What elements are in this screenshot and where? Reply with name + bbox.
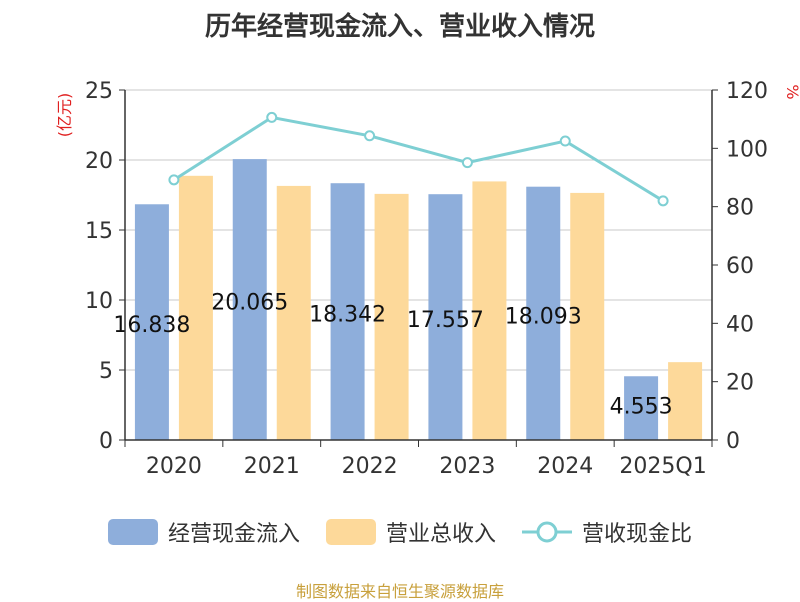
data-label-cash-inflow: 20.065 (211, 291, 288, 316)
y-right-tick-label: 100 (726, 137, 768, 162)
y-right-axis-title: % (783, 84, 800, 99)
legend-swatch-revenue (325, 519, 376, 545)
bar-revenue (472, 181, 507, 441)
chart-title: 历年经营现金流入、营业收入情况 (204, 12, 595, 42)
source-footer: 制图数据来自恒生聚源数据库 (295, 582, 504, 601)
bar-revenue (178, 175, 213, 440)
legend-item-cash-ratio[interactable]: 营收现金比 (522, 516, 692, 548)
y-left-tick-label: 20 (85, 149, 113, 174)
y-left-axis-title: (亿元) (55, 93, 74, 138)
y-left-tick-label: 5 (99, 359, 113, 384)
x-tick-label: 2020 (146, 454, 202, 479)
legend-swatch-cash-inflow (107, 519, 158, 545)
data-labels: 16.838 20.065 18.342 17.557 18.093 4.553 (113, 291, 672, 420)
data-label-cash-inflow: 17.557 (407, 308, 484, 333)
y-left-tick-label: 25 (85, 79, 113, 104)
y-right-tick-label: 0 (726, 429, 740, 454)
data-label-cash-inflow: 18.342 (309, 303, 386, 328)
y-left-tick-label: 0 (99, 429, 113, 454)
point-cash-ratio (461, 157, 473, 169)
point-cash-ratio (364, 130, 376, 142)
bar-cash-inflow (232, 159, 267, 440)
line-cash-ratio (173, 115, 664, 203)
data-label-cash-inflow: 18.093 (505, 304, 582, 329)
legend-label-revenue: 营业总收入 (385, 522, 496, 547)
bar-cash-inflow (428, 194, 463, 440)
axes: 0 5 10 15 20 25 0 20 40 60 80 100 120 (亿元)% 2020 2021 20… (55, 79, 800, 479)
legend-swatch-cash-ratio (522, 521, 572, 543)
x-tick-label: 2024 (537, 454, 593, 479)
y-right-tick-label: 40 (726, 312, 754, 337)
x-tick-label: 2021 (244, 454, 300, 479)
bar-revenue (668, 362, 703, 440)
x-tick-label: 2025Q1 (619, 454, 706, 479)
y-left-tick-label: 10 (85, 289, 113, 314)
legend: 经营现金流入 营业总收入 营收现金比 (0, 516, 800, 548)
y-right-tick-label: 60 (726, 254, 754, 279)
point-cash-ratio (266, 111, 278, 123)
bar-revenue (374, 193, 409, 440)
legend-item-revenue[interactable]: 营业总收入 (325, 516, 496, 548)
point-cash-ratio (657, 195, 669, 207)
bar-series (134, 159, 703, 441)
line-series (168, 111, 669, 207)
bar-revenue (570, 192, 605, 440)
legend-label-cash-inflow: 经营现金流入 (167, 522, 300, 547)
y-right-tick-label: 20 (726, 371, 754, 396)
data-label-cash-inflow: 16.838 (113, 313, 190, 338)
legend-label-cash-ratio: 营收现金比 (582, 522, 693, 547)
y-right-tick-label: 80 (726, 196, 754, 221)
x-tick-label: 2022 (342, 454, 398, 479)
bar-cash-inflow (526, 186, 561, 440)
bar-cash-inflow (624, 376, 659, 440)
data-label-cash-inflow: 4.553 (610, 394, 673, 419)
x-tick-label: 2023 (439, 454, 495, 479)
y-right-tick-label: 120 (726, 79, 768, 104)
y-left-tick-label: 15 (85, 219, 113, 244)
bar-cash-inflow (330, 183, 365, 440)
point-cash-ratio (559, 135, 571, 147)
bar-cash-inflow (134, 204, 169, 440)
gridlines (125, 89, 712, 371)
bar-revenue (276, 185, 311, 440)
legend-item-cash-inflow[interactable]: 经营现金流入 (107, 516, 300, 548)
point-cash-ratio (168, 174, 180, 186)
